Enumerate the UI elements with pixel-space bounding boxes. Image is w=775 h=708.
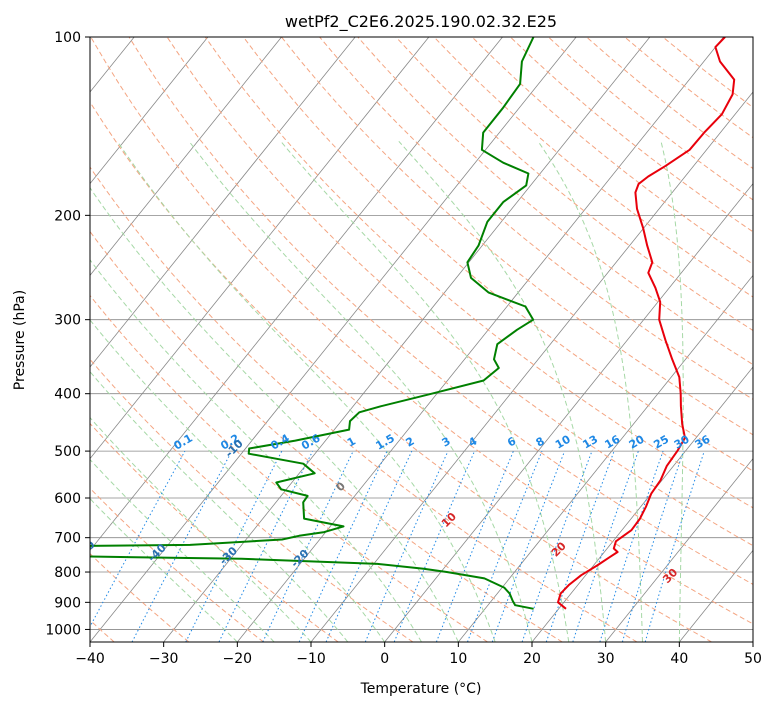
isotherm-line	[90, 37, 503, 551]
y-tick-label: 300	[54, 313, 81, 329]
x-tick-label: −40	[75, 651, 105, 667]
dry-adiabat-label: -50	[74, 538, 97, 561]
x-tick-label: 0	[380, 651, 389, 667]
isotherm-line	[90, 37, 282, 276]
mixing-ratio-line	[572, 450, 639, 642]
isotherm-line	[531, 366, 753, 642]
isotherm-line	[90, 37, 356, 368]
moist-adiabat-line	[90, 458, 275, 642]
mixing-ratio-line	[644, 450, 705, 642]
moist-adiabat-line	[660, 141, 684, 642]
y-tick-label: 900	[54, 595, 81, 611]
moist-adiabat-line	[90, 370, 349, 642]
dewpoint-profile-line	[90, 37, 535, 610]
moist-adiabat-line	[537, 141, 643, 642]
x-tick-label: 10	[449, 651, 467, 667]
chart-title: wetPf2_C2E6.2025.190.02.32.E25	[285, 12, 557, 32]
moist-adiabat-line	[90, 416, 312, 642]
mixing-ratio-line	[218, 450, 314, 642]
moist-adiabat-line	[90, 319, 386, 642]
dry-adiabat-line	[90, 37, 753, 625]
dry-adiabat-line	[90, 294, 488, 642]
temperature-profile-line	[557, 37, 736, 610]
y-tick-label: 600	[54, 491, 81, 507]
moist-adiabat-line	[90, 186, 459, 642]
y-tick-label: 400	[54, 387, 81, 403]
dry-adiabat-line	[90, 553, 190, 642]
x-axis-label: Temperature (°C)	[360, 681, 482, 697]
y-tick-label: 700	[54, 531, 81, 547]
mixing-ratio-line	[599, 450, 664, 642]
plot-area	[90, 37, 753, 642]
dry-adiabat-line	[90, 487, 264, 642]
x-axis: −40 −30 −20 −10 0 10 20 30 40 50	[75, 642, 762, 667]
isotherm-line	[90, 37, 209, 185]
moist-adiabat-line	[90, 497, 238, 642]
mixing-ratio-line	[131, 450, 233, 642]
dry-adiabat-line	[204, 37, 753, 509]
x-tick-label: 50	[744, 651, 762, 667]
dry-adiabat-line	[243, 37, 753, 472]
mixing-ratio-line	[491, 450, 566, 642]
moist-adiabat-line	[188, 140, 533, 642]
x-tick-label: −10	[296, 651, 326, 667]
x-tick-label: −20	[223, 651, 253, 667]
plot-frame	[89, 36, 754, 643]
dry-adiabat-line	[90, 358, 414, 642]
mixing-ratio-line	[435, 450, 514, 642]
y-axis: 100 200 300 400 500 600 700 800 900 1000	[45, 30, 90, 638]
y-tick-label: 200	[54, 208, 81, 224]
isotherm-line	[458, 274, 753, 642]
dry-adiabat-line	[90, 101, 712, 642]
dry-adiabat-line	[90, 422, 339, 642]
moist-adiabat-line	[280, 140, 570, 642]
mixing-ratio-line	[467, 450, 543, 642]
mixing-ratio-line	[185, 450, 283, 642]
dry-adiabat-line	[90, 166, 638, 642]
dry-adiabat-line	[357, 37, 753, 366]
mixing-ratio-line	[545, 450, 615, 642]
mixing-ratio-line	[393, 450, 476, 642]
isotherm-line	[605, 458, 753, 642]
y-tick-label: 100	[54, 30, 81, 46]
dry-adiabat-line	[281, 37, 753, 436]
dry-adiabat-line	[395, 37, 753, 332]
isotherm-line	[384, 183, 753, 642]
mixing-ratio-line	[90, 450, 186, 628]
moist-adiabat-line	[116, 141, 496, 642]
y-tick-label: 1000	[45, 622, 81, 638]
mixing-ratio-line	[521, 450, 593, 642]
x-tick-label: −30	[149, 651, 179, 667]
x-tick-label: 20	[523, 651, 541, 667]
y-axis-label: Pressure (hPa)	[12, 290, 28, 390]
mixing-ratio-line	[621, 450, 685, 642]
x-tick-label: 40	[670, 651, 688, 667]
y-tick-label: 800	[54, 565, 81, 581]
y-tick-label: 500	[54, 444, 81, 460]
x-tick-label: 30	[597, 651, 615, 667]
isotherm-line	[90, 37, 430, 460]
isotherm-line	[237, 37, 724, 642]
mixing-ratio-line	[364, 450, 449, 642]
